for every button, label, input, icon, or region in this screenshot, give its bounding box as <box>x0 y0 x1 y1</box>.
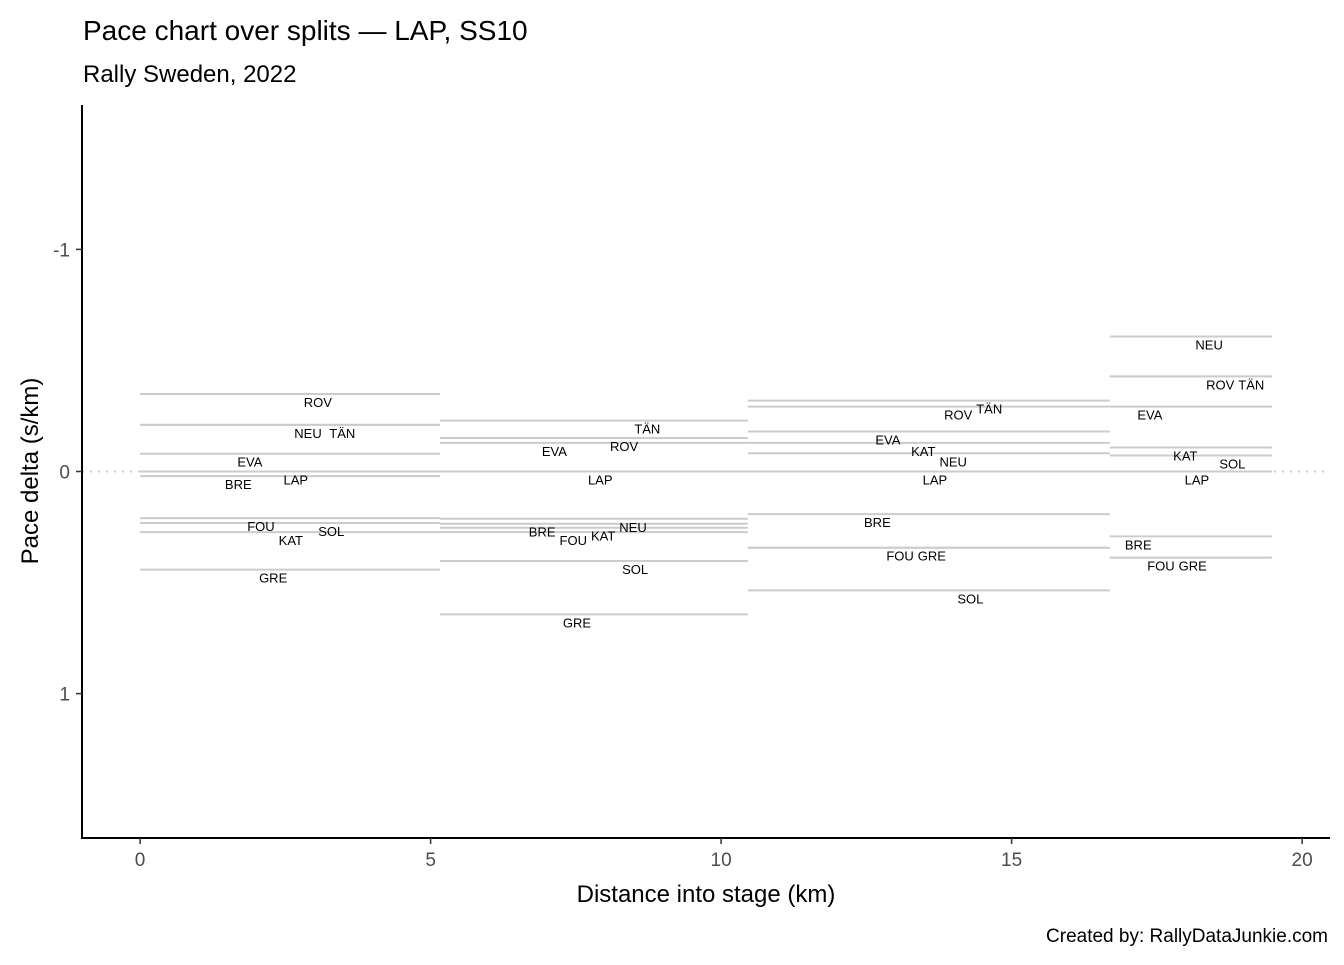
driver-label: KAT <box>279 533 303 548</box>
driver-label: EVA <box>237 455 262 470</box>
driver-label: EVA <box>1137 408 1162 423</box>
driver-label: LAP <box>284 473 309 488</box>
driver-label: NEU <box>294 426 321 441</box>
driver-label: GRE <box>1179 559 1208 574</box>
driver-label: GRE <box>918 549 947 564</box>
driver-label: ROV <box>304 395 333 410</box>
driver-label: GRE <box>563 615 592 630</box>
driver-label: BRE <box>1125 537 1152 552</box>
driver-label: FOU <box>886 549 913 564</box>
x-tick-label: 15 <box>1001 850 1022 871</box>
driver-label: LAP <box>1185 473 1210 488</box>
x-tick-label: 20 <box>1292 850 1313 871</box>
driver-label: LAP <box>923 473 948 488</box>
chart-subtitle: Rally Sweden, 2022 <box>83 61 296 88</box>
chart-title: Pace chart over splits — LAP, SS10 <box>83 15 528 46</box>
y-axis-title: Pace delta (s/km) <box>17 378 44 565</box>
driver-label: EVA <box>542 444 567 459</box>
driver-label: KAT <box>591 529 615 544</box>
driver-label: FOU <box>560 533 587 548</box>
driver-label: BRE <box>529 525 556 540</box>
driver-label: BRE <box>864 515 891 530</box>
driver-label: FOU <box>247 519 274 534</box>
driver-label: ROV <box>610 439 639 454</box>
driver-label: SOL <box>957 591 983 606</box>
x-tick-label: 0 <box>135 850 146 871</box>
driver-label: ROV <box>1206 377 1235 392</box>
driver-label: NEU <box>619 520 646 535</box>
driver-label: GRE <box>259 571 288 586</box>
driver-label: LAP <box>588 473 613 488</box>
caption: Created by: RallyDataJunkie.com <box>1046 926 1328 947</box>
driver-label: EVA <box>875 433 900 448</box>
driver-label: TÄN <box>329 426 355 441</box>
x-tick-label: 5 <box>425 850 436 871</box>
x-tick-label: 10 <box>711 850 732 871</box>
driver-label: NEU <box>939 454 966 469</box>
driver-label: SOL <box>622 562 648 577</box>
driver-label: FOU <box>1147 559 1174 574</box>
driver-label: ROV <box>944 408 973 423</box>
driver-label: BRE <box>225 477 252 492</box>
driver-label: SOL <box>318 524 344 539</box>
y-tick-label: 0 <box>59 463 70 484</box>
driver-label: TÄN <box>634 422 660 437</box>
driver-label: KAT <box>1173 449 1197 464</box>
y-tick-label: -1 <box>53 240 70 261</box>
x-axis-title: Distance into stage (km) <box>577 881 836 908</box>
y-tick-label: 1 <box>59 685 70 706</box>
driver-label: SOL <box>1219 457 1245 472</box>
driver-label: TÄN <box>1238 377 1264 392</box>
driver-label: NEU <box>1195 337 1222 352</box>
driver-label: KAT <box>911 444 935 459</box>
driver-label: TÄN <box>976 402 1002 417</box>
